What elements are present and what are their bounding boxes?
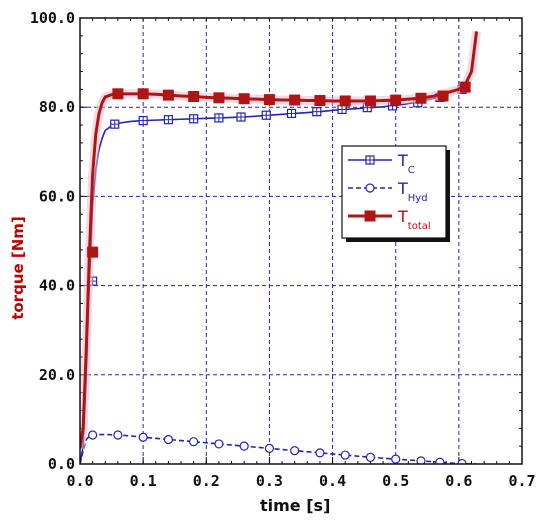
data-point — [162, 89, 174, 101]
data-point — [214, 113, 224, 123]
x-tick-label: 0.0 — [66, 472, 93, 490]
data-point — [365, 452, 376, 462]
data-point — [87, 246, 99, 258]
data-point — [390, 94, 402, 106]
data-point — [315, 448, 325, 458]
legend-label: THyd — [397, 179, 428, 204]
y-tick-label: 20.0 — [39, 366, 75, 384]
data-point — [415, 92, 427, 104]
data-point — [110, 119, 120, 129]
data-point — [340, 450, 350, 460]
data-point — [337, 104, 347, 115]
data-point — [437, 90, 449, 102]
legend-box — [341, 145, 447, 239]
data-point — [459, 81, 471, 93]
data-point — [138, 115, 148, 126]
y-tick-label: 60.0 — [39, 187, 75, 205]
data-point — [163, 115, 173, 125]
x-tick-label: 0.1 — [130, 472, 157, 490]
data-point — [213, 92, 225, 104]
data-point — [238, 93, 250, 105]
y-axis-label-box: torque [Nm] — [8, 198, 28, 338]
y-tick-label: 100.0 — [30, 9, 75, 27]
x-tick-label: 0.2 — [193, 472, 220, 490]
data-point — [435, 457, 445, 464]
series-layer — [80, 30, 482, 464]
data-point — [290, 446, 300, 456]
data-point — [214, 439, 224, 449]
plot-frame — [79, 17, 523, 465]
data-point — [289, 94, 301, 106]
data-point — [339, 95, 351, 107]
data-point — [137, 88, 149, 100]
legend-entry: THyd — [348, 179, 428, 204]
legend-label: TC — [397, 151, 415, 176]
legend-marker — [365, 183, 375, 193]
data-point — [236, 112, 246, 122]
plot-background — [80, 18, 522, 464]
data-point — [188, 90, 200, 102]
y-tick-label: 0.0 — [48, 455, 75, 473]
data-point — [88, 430, 98, 440]
legend-marker — [365, 155, 375, 165]
legend-entry: TC — [348, 151, 415, 176]
data-point — [416, 456, 426, 464]
y-tick-label: 80.0 — [39, 98, 75, 116]
x-tick-label: 0.7 — [508, 472, 535, 490]
legend-marker — [364, 210, 376, 222]
legend-label: Ttotal — [397, 207, 431, 232]
data-point — [312, 107, 322, 117]
series-t-total — [80, 30, 482, 450]
axis-ticks: 0.0 0.1 0.2 0.3 0.4 0.5 0.6 0.7 0.0 20.0 40.0 60.0 8… — [30, 9, 536, 490]
y-tick-label: 40.0 — [39, 277, 75, 295]
data-point — [391, 454, 401, 464]
legend-entry: Ttotal — [348, 207, 431, 232]
grid-lines — [80, 18, 522, 464]
data-point — [263, 94, 275, 106]
data-point — [138, 432, 148, 442]
x-axis-label: time [s] — [260, 496, 331, 515]
data-point — [112, 88, 124, 100]
y-axis-label: torque [Nm] — [9, 216, 27, 320]
x-tick-label: 0.5 — [382, 472, 409, 490]
data-point — [364, 95, 376, 107]
data-point — [189, 437, 199, 447]
data-point — [314, 95, 326, 107]
data-point — [189, 114, 199, 124]
x-tick-label: 0.6 — [445, 472, 472, 490]
legend: TC THyd Ttotal — [341, 145, 450, 242]
data-point — [286, 108, 297, 119]
data-point — [239, 441, 249, 451]
data-point — [163, 434, 173, 445]
x-tick-label: 0.4 — [319, 472, 346, 490]
x-tick-label: 0.3 — [256, 472, 283, 490]
data-point — [264, 443, 275, 453]
data-point — [113, 430, 123, 440]
data-point — [261, 110, 271, 120]
